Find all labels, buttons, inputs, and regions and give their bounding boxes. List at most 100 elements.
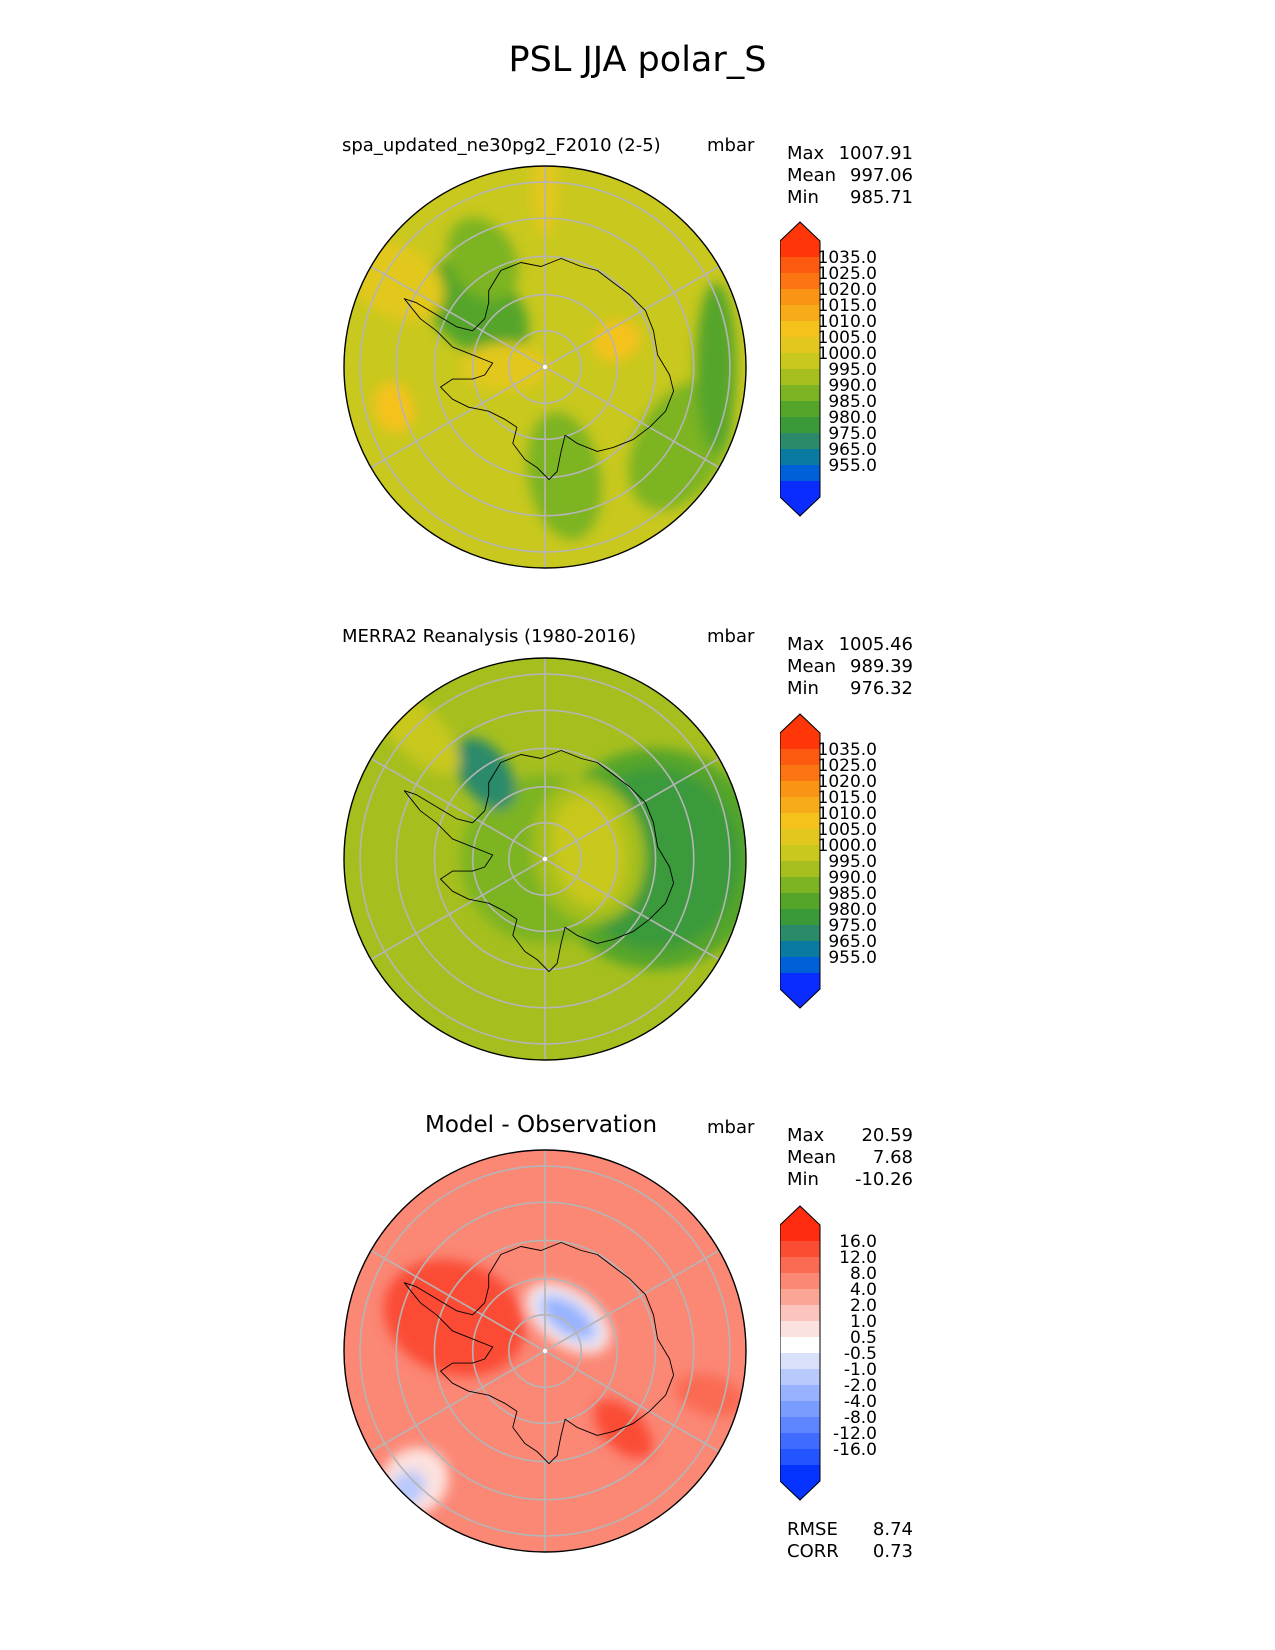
colorbar-tick-label: 985.0 [828, 392, 877, 412]
panel-2-stats: Max 1005.46 Mean 989.39 Min 976.32 [787, 634, 913, 700]
colorbar-tick-label: 965.0 [828, 440, 877, 460]
panel-3-colorbar: 16.012.08.04.02.01.00.5-0.5-1.0-2.0-4.0-… [780, 1205, 877, 1501]
panel-3-min-value: -10.26 [854, 1169, 913, 1190]
panel-2-mean-label: Mean [787, 656, 837, 677]
meridian-gridline [370, 757, 546, 860]
colorbar-segment [780, 733, 820, 750]
antarctica-coastline [403, 258, 675, 481]
colorbar-tick-label: 1025.0 [818, 264, 877, 284]
colorbar-tick-label: -4.0 [844, 1392, 877, 1412]
panel-1-polar-map [343, 165, 747, 569]
colorbar-segment [780, 1225, 820, 1242]
panel-2-min-label: Min [787, 678, 819, 699]
antarctica-coastline [403, 1242, 675, 1465]
map-contour-region [454, 737, 516, 810]
panel-3-skill-scores: RMSE 8.74 CORR 0.73 [787, 1519, 913, 1563]
colorbar-tick-label: -16.0 [833, 1440, 877, 1460]
colorbar-outline [780, 1205, 821, 1501]
corr-label: CORR [787, 1541, 839, 1562]
panel-3-title: Model - Observation [425, 1112, 658, 1138]
panel-3-max-value: 20.59 [861, 1125, 913, 1146]
panel-2-polar-map [343, 657, 747, 1061]
antarctica-coastline [403, 750, 675, 973]
colorbar-tick-label: 965.0 [828, 932, 877, 952]
meridian-gridline [544, 1350, 720, 1453]
colorbar-tick-label: 4.0 [850, 1280, 877, 1300]
panel-3-mean-label: Mean [787, 1147, 837, 1168]
colorbar-segment [780, 1289, 820, 1306]
map-boundary [343, 165, 747, 569]
colorbar-tick-label: 1005.0 [818, 820, 877, 840]
colorbar-segment [780, 1465, 820, 1482]
colorbar-tick-label: 1010.0 [818, 312, 877, 332]
colorbar-tick-label: -1.0 [844, 1360, 877, 1380]
colorbar-segment [780, 813, 820, 830]
colorbar-tick-label: 985.0 [828, 884, 877, 904]
colorbar-segment [780, 369, 820, 386]
panel-3-units: mbar [707, 1117, 755, 1138]
panel-1-colorbar: 1035.01025.01020.01015.01010.01005.01000… [780, 221, 877, 517]
panel-1-min-value: 985.71 [850, 187, 913, 208]
corr-value: 0.73 [872, 1541, 913, 1562]
colorbar-segment [780, 845, 820, 862]
colorbar-tick-label: 1000.0 [818, 836, 877, 856]
colorbar-segment [780, 1321, 820, 1338]
colorbar-segment [780, 353, 820, 370]
panel-2-max-label: Max [787, 634, 825, 655]
colorbar-segment [780, 765, 820, 782]
colorbar-tick-label: 1020.0 [818, 280, 877, 300]
colorbar-segment [780, 449, 820, 466]
colorbar-segment [780, 1385, 820, 1402]
meridian-gridline [370, 1249, 546, 1352]
colorbar-tick-label: -12.0 [833, 1424, 877, 1444]
colorbar-tick-label: 8.0 [850, 1264, 877, 1284]
meridian-gridline [544, 366, 720, 469]
colorbar-tick-label: 1015.0 [818, 296, 877, 316]
colorbar-tick-label: 1035.0 [818, 248, 877, 268]
colorbar-segment [780, 1433, 820, 1450]
colorbar-segment [780, 941, 820, 958]
map-boundary [343, 1149, 747, 1553]
panel-2-max-value: 1005.46 [838, 634, 913, 655]
panel-3-max-label: Max [787, 1125, 825, 1146]
colorbar-segment [780, 1257, 820, 1274]
meridian-gridline [370, 265, 546, 368]
colorbar-segment [780, 433, 820, 450]
colorbar-tick-label: 975.0 [828, 424, 877, 444]
colorbar-segment [780, 273, 820, 290]
colorbar-tick-label: 2.0 [850, 1296, 877, 1316]
colorbar-extend-min [780, 1481, 820, 1500]
panel-1-title: spa_updated_ne30pg2_F2010 (2-5) [342, 135, 661, 156]
colorbar-segment [780, 1241, 820, 1258]
colorbar-tick-label: 1020.0 [818, 772, 877, 792]
colorbar-segment [780, 877, 820, 894]
colorbar-segment [780, 241, 820, 258]
colorbar-segment [780, 417, 820, 434]
panel-1-min-label: Min [787, 187, 819, 208]
colorbar-tick-label: 955.0 [828, 948, 877, 968]
colorbar-segment [780, 337, 820, 354]
panel-2-min-value: 976.32 [850, 678, 913, 699]
colorbar-extend-max [780, 222, 820, 241]
colorbar-segment [780, 973, 820, 990]
colorbar-segment [780, 909, 820, 926]
colorbar-segment [780, 1401, 820, 1418]
colorbar-tick-label: -2.0 [844, 1376, 877, 1396]
map-boundary [343, 657, 747, 1061]
colorbar-segment [780, 781, 820, 798]
rmse-label: RMSE [787, 1519, 838, 1540]
colorbar-segment [780, 257, 820, 274]
colorbar-tick-label: 16.0 [839, 1232, 877, 1252]
colorbar-outline [780, 713, 821, 1009]
panel-2-title: MERRA2 Reanalysis (1980-2016) [342, 626, 637, 647]
colorbar-tick-label: 1015.0 [818, 788, 877, 808]
panel-3-min-label: Min [787, 1169, 819, 1190]
panel-1-stats: Max 1007.91 Mean 997.06 Min 985.71 [787, 143, 913, 209]
colorbar-segment [780, 321, 820, 338]
panel-1-mean-value: 997.06 [850, 165, 913, 186]
panel-2-units: mbar [707, 626, 755, 647]
colorbar-tick-label: 980.0 [828, 900, 877, 920]
colorbar-tick-label: 980.0 [828, 408, 877, 428]
map-contour-region [542, 1297, 595, 1339]
colorbar-tick-label: 990.0 [828, 376, 877, 396]
